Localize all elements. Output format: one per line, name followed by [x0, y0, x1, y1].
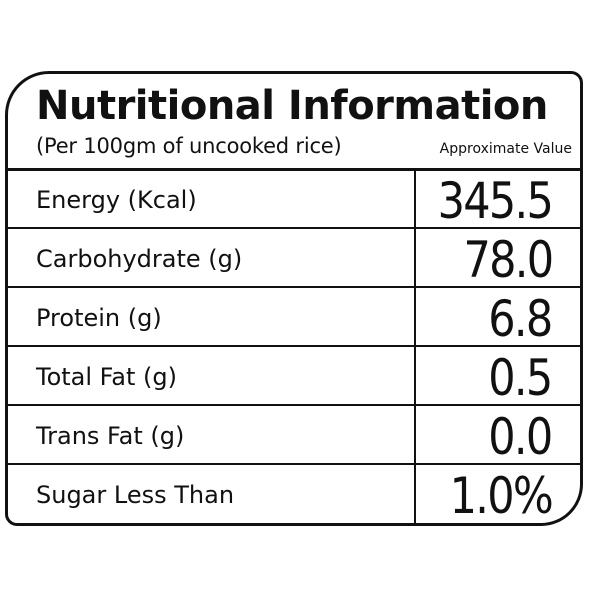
nutrient-row-sugar: Sugar Less Than 1.0% — [8, 466, 580, 525]
nutrient-value: 0.0 — [488, 408, 554, 466]
column-divider — [414, 171, 416, 523]
nutrient-value: 0.5 — [488, 349, 554, 407]
nutrient-value: 1.0% — [449, 467, 554, 525]
nutrient-row-trans-fat: Trans Fat (g) 0.0 — [8, 407, 580, 466]
nutrient-name: Carbohydrate (g) — [36, 245, 243, 273]
nutrition-title: Nutritional Information — [36, 83, 548, 129]
nutrient-name: Sugar Less Than — [36, 481, 235, 509]
nutrient-name: Energy (Kcal) — [36, 186, 197, 214]
nutrient-row-carbohydrate: Carbohydrate (g) 78.0 — [8, 230, 580, 289]
serving-basis: (Per 100gm of uncooked rice) — [36, 134, 342, 158]
nutrient-value: 345.5 — [437, 172, 553, 230]
nutrient-row-protein: Protein (g) 6.8 — [8, 289, 580, 348]
nutrient-row-energy: Energy (Kcal) 345.5 — [8, 171, 580, 230]
nutrition-header: Nutritional Information (Per 100gm of un… — [8, 74, 580, 171]
approximate-value-note: Approximate Value — [439, 141, 572, 157]
nutrition-label-panel: Nutritional Information (Per 100gm of un… — [5, 71, 583, 526]
nutrient-row-total-fat: Total Fat (g) 0.5 — [8, 348, 580, 407]
nutrient-value: 78.0 — [463, 231, 554, 289]
nutrient-name: Total Fat (g) — [36, 363, 177, 391]
nutrient-name: Protein (g) — [36, 304, 162, 332]
nutrient-name: Trans Fat (g) — [36, 422, 185, 450]
nutrient-value: 6.8 — [488, 290, 554, 348]
